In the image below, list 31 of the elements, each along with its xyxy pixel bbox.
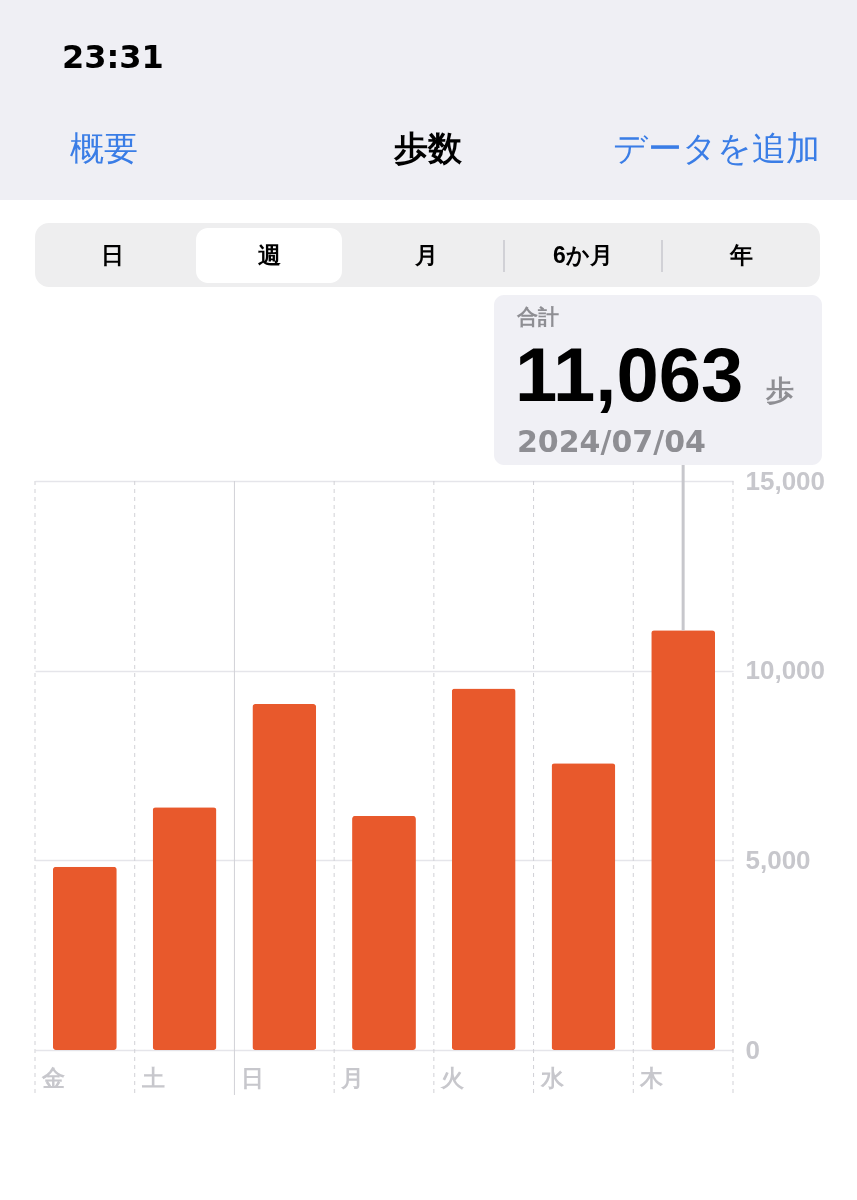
data-label: 11,063 <box>515 332 744 417</box>
bar <box>451 688 516 1050</box>
text: 歩 <box>765 375 794 406</box>
x-tick-label: 土 <box>140 1064 165 1091</box>
text: 6か月 <box>553 242 613 268</box>
text: 日 <box>100 242 124 268</box>
x-tick-label: 火 <box>439 1064 465 1091</box>
text: 23:31 <box>62 38 164 76</box>
text: 年 <box>728 242 753 268</box>
bar <box>152 807 217 1050</box>
bar <box>52 866 117 1050</box>
bar <box>352 815 416 1050</box>
x-tick-label: 金 <box>41 1064 65 1091</box>
y-tick-label: 5,000 <box>745 844 811 875</box>
y-tick-label: 0 <box>745 1034 760 1065</box>
text: データを追加 <box>613 129 820 167</box>
bar <box>551 763 616 1050</box>
text: 概要 <box>70 129 138 167</box>
x-tick-label: 日 <box>241 1064 265 1091</box>
text: 合計 <box>516 305 559 328</box>
bar <box>252 704 317 1050</box>
chart-title: 歩数 <box>393 129 463 167</box>
y-tick-label: 10,000 <box>745 655 826 686</box>
y-tick-label: 15,000 <box>745 465 826 496</box>
text: 2024/07/04 <box>517 424 706 459</box>
bar <box>651 630 716 1050</box>
text: 週 <box>257 242 281 268</box>
x-tick-label: 水 <box>539 1064 565 1091</box>
x-tick-label: 月 <box>340 1064 365 1091</box>
x-tick-label: 木 <box>639 1064 665 1091</box>
text: 月 <box>413 242 438 268</box>
